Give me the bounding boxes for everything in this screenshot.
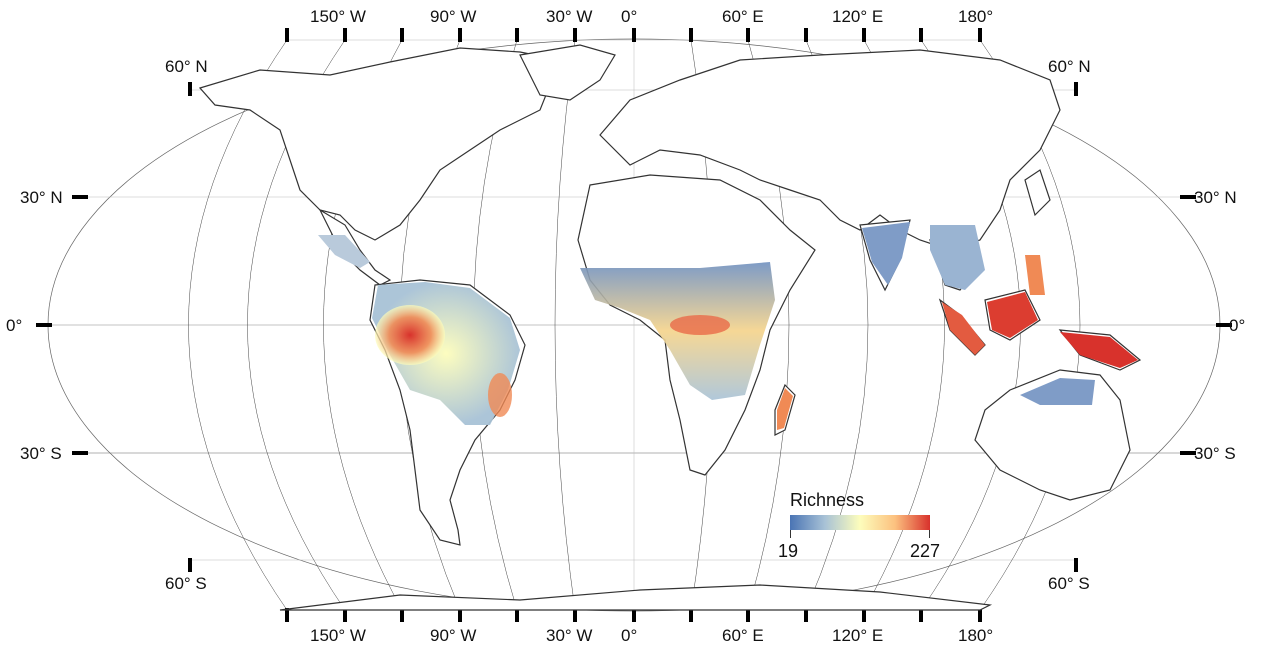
- lat-label-right-30n: 30° N: [1194, 188, 1237, 207]
- lon-label-top-120e: 120° E: [832, 7, 884, 26]
- legend-tick-min: [790, 530, 791, 538]
- lat-ticks: [36, 82, 1232, 572]
- lon-label-top-180: 180°: [958, 7, 994, 26]
- lat-label-right-60n: 60° N: [1048, 57, 1091, 76]
- legend-tick-max: [929, 530, 930, 538]
- legend-colorbar: [790, 515, 930, 530]
- richness-layer: [318, 222, 1138, 430]
- lon-label-bottom-150w: 150° W: [310, 626, 366, 645]
- lat-label-right-60s: 60° S: [1048, 574, 1090, 593]
- lat-label-left-0: 0°: [6, 316, 23, 335]
- lat-label-left-60s: 60° S: [165, 574, 207, 593]
- lon-label-bottom-120e: 120° E: [832, 626, 884, 645]
- lat-label-right-30s: 30° S: [1194, 444, 1236, 463]
- lat-label-left-30s: 30° S: [20, 444, 62, 463]
- lat-label-left-60n: 60° N: [165, 57, 208, 76]
- lat-label-right-0: 0°: [1229, 316, 1246, 335]
- legend-min-value: 19: [778, 541, 799, 561]
- lon-label-top-60e: 60° E: [722, 7, 764, 26]
- lon-label-bottom-30w: 30° W: [546, 626, 593, 645]
- lon-label-top-150w: 150° W: [310, 7, 366, 26]
- lon-label-bottom-180: 180°: [958, 626, 994, 645]
- lat-label-left-30n: 30° N: [20, 188, 63, 207]
- legend-max-value: 227: [910, 541, 941, 561]
- lon-label-top-0: 0°: [621, 7, 638, 26]
- legend-title: Richness: [790, 490, 865, 510]
- lon-label-bottom-0: 0°: [621, 626, 638, 645]
- lon-label-bottom-60e: 60° E: [722, 626, 764, 645]
- lon-label-bottom-90w: 90° W: [430, 626, 477, 645]
- lon-label-top-30w: 30° W: [546, 7, 593, 26]
- lon-ticks: [285, 28, 982, 622]
- lon-label-top-90w: 90° W: [430, 7, 477, 26]
